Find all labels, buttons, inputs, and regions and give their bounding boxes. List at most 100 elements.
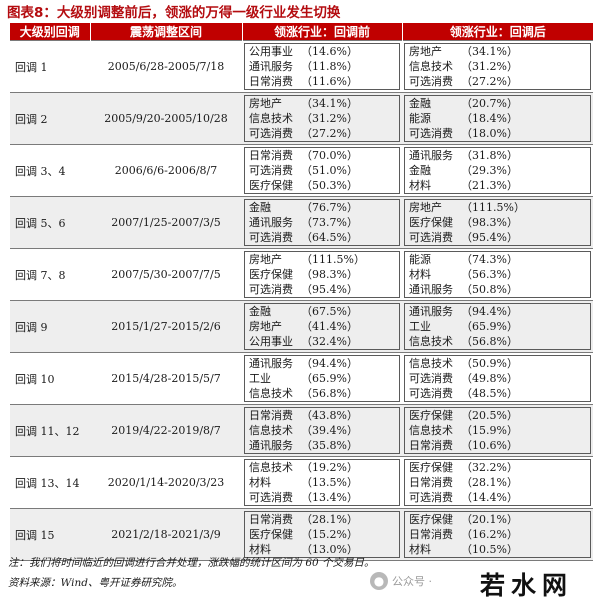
before-industries-cell: 房地产 （111.5%） 医疗保健 （98.3%） 可选消费 （95.4%） [242, 248, 402, 301]
industry-return: （20.7%） [461, 97, 518, 110]
industry-return: （31.2%） [461, 60, 518, 73]
after-industries-box: 通讯服务 （94.4%） 工业 （65.9%） 信息技术 （56.8%） [404, 303, 591, 350]
range-cell: 2015/1/27-2015/2/6 [90, 300, 242, 353]
industry-item: 可选消费 （51.0%） [249, 163, 395, 178]
industry-item: 日常消费 （10.6%） [409, 438, 586, 453]
industry-item: 材料 （56.3%） [409, 267, 586, 282]
industry-name: 医疗保健 [409, 461, 453, 474]
industry-item: 医疗保健 （98.3%） [249, 267, 395, 282]
industry-item: 可选消费 （95.4%） [249, 282, 395, 297]
industry-name: 房地产 [249, 320, 282, 333]
industry-name: 医疗保健 [409, 513, 453, 526]
after-industries-box: 金融 （20.7%） 能源 （18.4%） 可选消费 （18.0%） [404, 95, 591, 142]
after-industries-box: 能源 （74.3%） 材料 （56.3%） 通讯服务 （50.8%） [404, 251, 591, 298]
after-industries-cell: 金融 （20.7%） 能源 （18.4%） 可选消费 （18.0%） [402, 92, 593, 145]
after-industries-cell: 信息技术 （50.9%） 可选消费 （49.8%） 可选消费 （48.5%） [402, 352, 593, 405]
watermark: ● 公众号 · 若水网 [370, 569, 596, 600]
before-industries-box: 日常消费 （43.8%） 信息技术 （39.4%） 通讯服务 （35.8%） [244, 407, 400, 454]
industry-name: 材料 [249, 543, 271, 556]
industry-return: （41.4%） [301, 320, 358, 333]
callback-label: 回调 11、12 [10, 404, 90, 457]
industry-name: 信息技术 [249, 461, 293, 474]
industry-name: 日常消费 [409, 439, 453, 452]
table-row: 回调 5、6 2007/1/25-2007/3/5 金融 （76.7%） 通讯服务 （73… [10, 196, 593, 249]
industry-item: 金融 （29.3%） [409, 163, 586, 178]
callback-label: 回调 10 [10, 352, 90, 405]
industry-name: 可选消费 [409, 491, 453, 504]
industry-item: 通讯服务 （73.7%） [249, 215, 395, 230]
callback-label: 回调 9 [10, 300, 90, 353]
industry-name: 工业 [409, 320, 431, 333]
industry-name: 医疗保健 [409, 409, 453, 422]
table-header-row: 大级别回调 震荡调整区间 领涨行业：回调前 领涨行业：回调后 [10, 23, 593, 41]
industry-return: （51.0%） [301, 164, 358, 177]
industry-name: 可选消费 [409, 127, 453, 140]
after-industries-cell: 医疗保健 （32.2%） 日常消费 （28.1%） 可选消费 （14.4%） [402, 456, 593, 509]
before-industries-box: 房地产 （111.5%） 医疗保健 （98.3%） 可选消费 （95.4%） [244, 251, 400, 298]
industry-name: 材料 [249, 476, 271, 489]
industry-name: 材料 [409, 268, 431, 281]
industry-return: （95.4%） [461, 231, 518, 244]
industry-return: （70.0%） [301, 149, 358, 162]
industry-return: （13.5%） [301, 476, 358, 489]
before-industries-box: 通讯服务 （94.4%） 工业 （65.9%） 信息技术 （56.8%） [244, 355, 400, 402]
industry-item: 可选消费 （64.5%） [249, 230, 395, 245]
industry-item: 信息技术 （56.8%） [409, 334, 586, 349]
industry-return: （39.4%） [301, 424, 358, 437]
industry-name: 可选消费 [249, 491, 293, 504]
industry-return: （13.0%） [301, 543, 358, 556]
industry-name: 可选消费 [409, 231, 453, 244]
industry-return: （13.4%） [301, 491, 358, 504]
industry-return: （19.2%） [301, 461, 358, 474]
industry-return: （50.8%） [461, 283, 518, 296]
industry-item: 日常消费 （16.2%） [409, 527, 586, 542]
before-industries-cell: 日常消费 （28.1%） 医疗保健 （15.2%） 材料 （13.0%） [242, 508, 402, 561]
industry-item: 通讯服务 （94.4%） [249, 356, 395, 371]
industry-name: 房地产 [249, 97, 282, 110]
before-industries-box: 房地产 （34.1%） 信息技术 （31.2%） 可选消费 （27.2%） [244, 95, 400, 142]
industry-return: （98.3%） [461, 216, 518, 229]
footnote: 注：我们将时间临近的回调进行合并处理，涨跌幅的统计区间为 60 个交易日。 [8, 557, 375, 569]
before-industries-box: 日常消费 （70.0%） 可选消费 （51.0%） 医疗保健 （50.3%） [244, 147, 400, 194]
industry-item: 信息技术 （19.2%） [249, 460, 395, 475]
source-note: 资料来源：Wind、粤开证券研究院。 [8, 577, 183, 589]
industry-item: 医疗保健 （20.1%） [409, 512, 586, 527]
industry-return: （27.2%） [301, 127, 358, 140]
industry-name: 医疗保健 [409, 216, 453, 229]
after-industries-cell: 通讯服务 （31.8%） 金融 （29.3%） 材料 （21.3%） [402, 144, 593, 197]
industry-name: 信息技术 [409, 424, 453, 437]
industry-item: 医疗保健 （32.2%） [409, 460, 586, 475]
after-industries-cell: 通讯服务 （94.4%） 工业 （65.9%） 信息技术 （56.8%） [402, 300, 593, 353]
industry-return: （56.8%） [461, 335, 518, 348]
industry-return: （56.8%） [301, 387, 358, 400]
industry-item: 信息技术 （31.2%） [409, 59, 586, 74]
industry-return: （65.9%） [461, 320, 518, 333]
industry-return: （94.4%） [461, 305, 518, 318]
industry-return: （20.5%） [461, 409, 518, 422]
industry-return: （10.5%） [461, 543, 518, 556]
industry-name: 房地产 [409, 201, 442, 214]
industry-name: 信息技术 [249, 387, 293, 400]
table-row: 回调 9 2015/1/27-2015/2/6 金融 （67.5%） 房地产 （41.4%… [10, 300, 593, 353]
industry-return: （15.2%） [301, 528, 358, 541]
after-industries-cell: 医疗保健 （20.1%） 日常消费 （16.2%） 材料 （10.5%） [402, 508, 593, 561]
industry-name: 信息技术 [409, 60, 453, 73]
table-row: 回调 10 2015/4/28-2015/5/7 通讯服务 （94.4%） 工业 （65.… [10, 352, 593, 405]
industry-name: 日常消费 [249, 149, 293, 162]
callback-label: 回调 15 [10, 508, 90, 561]
industry-return: （56.3%） [461, 268, 518, 281]
industry-item: 通讯服务 （50.8%） [409, 282, 586, 297]
industry-return: （15.9%） [461, 424, 518, 437]
before-industries-cell: 通讯服务 （94.4%） 工业 （65.9%） 信息技术 （56.8%） [242, 352, 402, 405]
industry-item: 通讯服务 （11.8%） [249, 59, 395, 74]
after-industries-box: 通讯服务 （31.8%） 金融 （29.3%） 材料 （21.3%） [404, 147, 591, 194]
industry-name: 通讯服务 [249, 60, 293, 73]
industry-item: 信息技术 （39.4%） [249, 423, 395, 438]
industry-name: 医疗保健 [249, 179, 293, 192]
industry-item: 可选消费 （27.2%） [249, 126, 395, 141]
industry-item: 材料 （13.5%） [249, 475, 395, 490]
industry-return: （14.6%） [301, 45, 358, 58]
industry-name: 材料 [409, 543, 431, 556]
industry-item: 信息技术 （56.8%） [249, 386, 395, 401]
industry-name: 通讯服务 [249, 357, 293, 370]
